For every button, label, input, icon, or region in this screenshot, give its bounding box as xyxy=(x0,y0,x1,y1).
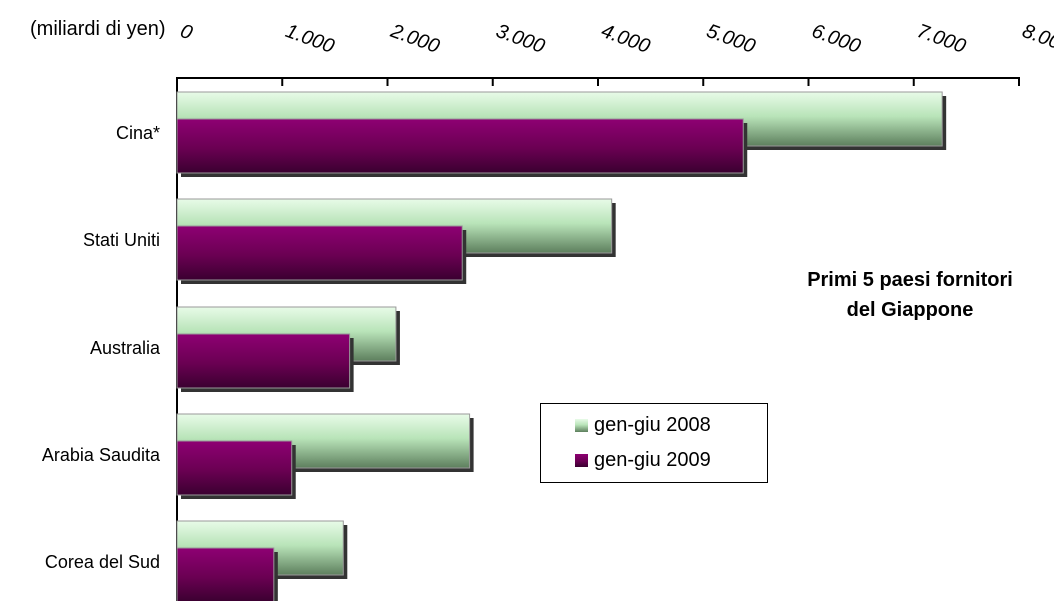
x-tick-label: 6.000 xyxy=(809,20,864,58)
chart-title: Primi 5 paesi fornitori del Giappone xyxy=(780,265,1040,325)
bars xyxy=(176,91,947,601)
legend-swatch-2009 xyxy=(575,454,588,467)
x-tick-label: 4.000 xyxy=(598,20,653,58)
x-tick-label: 3.000 xyxy=(493,20,548,58)
category-label: Arabia Saudita xyxy=(42,445,161,465)
unit-label: (miliardi di yen) xyxy=(30,18,166,40)
legend: gen-giu 2008 gen-giu 2009 xyxy=(540,403,768,483)
chart-title-line-2: del Giappone xyxy=(846,299,974,321)
bar-2009 xyxy=(176,118,744,174)
legend-label-2008: gen-giu 2008 xyxy=(594,414,711,436)
legend-item-2008: gen-giu 2008 xyxy=(575,414,711,437)
category-label: Corea del Sud xyxy=(45,552,160,572)
legend-label-2009: gen-giu 2009 xyxy=(594,449,711,471)
category-label: Australia xyxy=(90,338,161,358)
category-label: Cina* xyxy=(116,123,160,143)
bar-2009 xyxy=(176,440,293,496)
legend-item-2009: gen-giu 2009 xyxy=(575,449,711,472)
bar-2009 xyxy=(176,333,351,389)
x-tick-label: 2.000 xyxy=(387,20,443,58)
x-tick-label: 8.000 xyxy=(1019,20,1054,58)
chart-title-line-1: Primi 5 paesi fornitori xyxy=(807,269,1013,291)
x-tick-label: 0 xyxy=(177,20,195,44)
bar-2009 xyxy=(176,225,463,281)
bar-2009 xyxy=(176,547,275,601)
x-tick-label: 7.000 xyxy=(914,20,969,58)
legend-swatch-2008 xyxy=(575,419,588,432)
category-labels: Cina* Stati Uniti Australia Arabia Saudita C… xyxy=(42,123,161,572)
category-label: Stati Uniti xyxy=(83,230,160,250)
x-tick-label: 1.000 xyxy=(283,20,338,58)
x-tick-label: 5.000 xyxy=(704,20,759,58)
